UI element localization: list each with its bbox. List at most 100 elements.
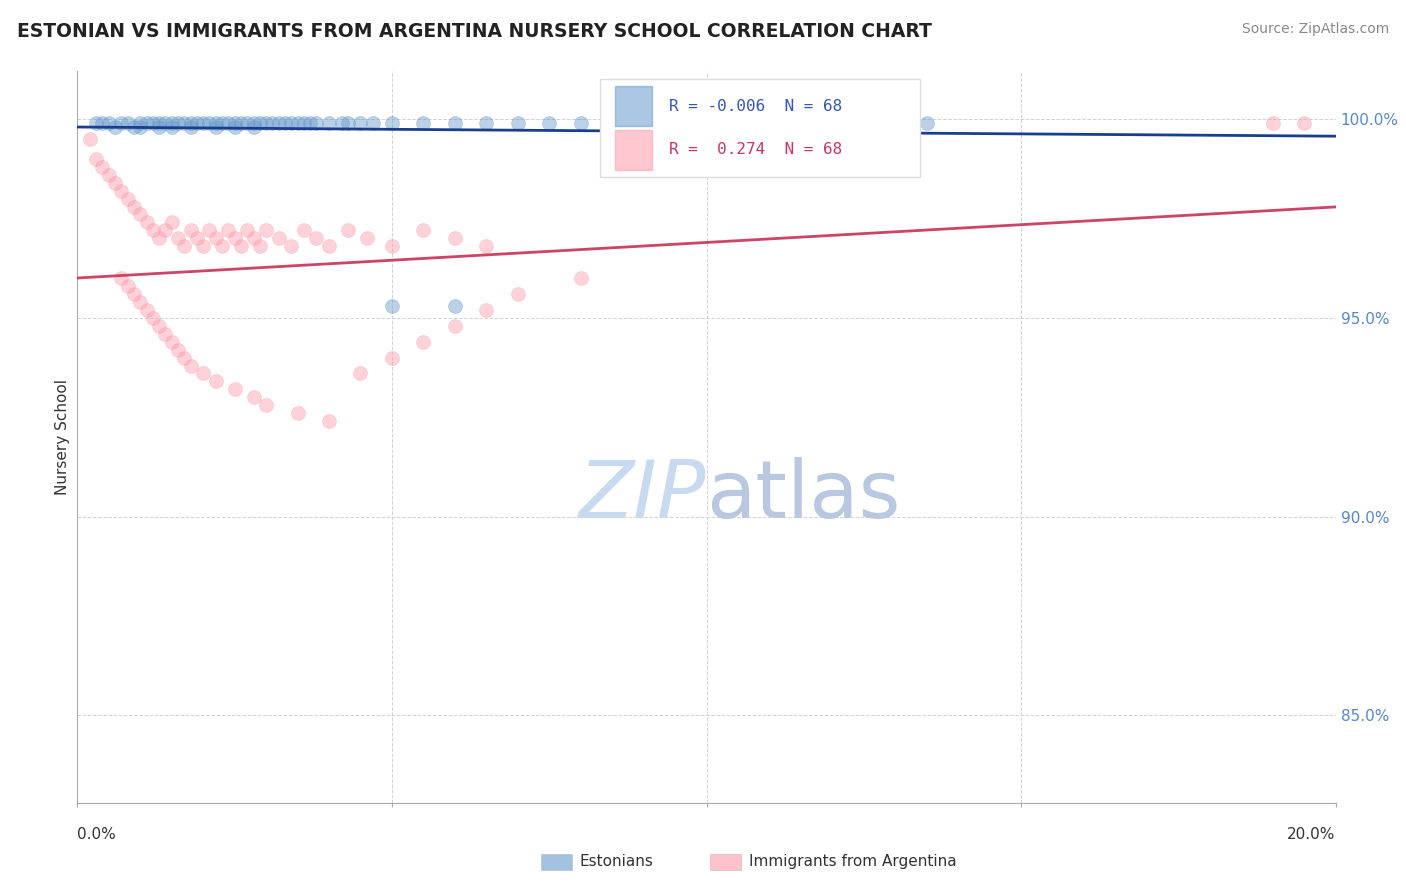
Point xyxy=(305,116,328,130)
Point xyxy=(821,116,844,130)
Point xyxy=(790,116,813,130)
Point xyxy=(758,116,780,130)
Point xyxy=(191,116,215,130)
Point xyxy=(84,116,107,130)
Point xyxy=(242,116,264,130)
Point xyxy=(155,326,177,341)
Point xyxy=(129,207,152,221)
Point xyxy=(475,302,498,317)
Point xyxy=(117,116,139,130)
Point xyxy=(412,223,434,237)
Text: 20.0%: 20.0% xyxy=(1288,827,1336,842)
Text: atlas: atlas xyxy=(707,457,901,534)
Point xyxy=(173,239,195,253)
Point xyxy=(287,406,309,420)
Point xyxy=(538,116,561,130)
Point xyxy=(444,231,467,245)
Point xyxy=(173,116,195,130)
Point xyxy=(280,239,302,253)
Point xyxy=(229,116,252,130)
Point xyxy=(160,334,183,349)
Point xyxy=(318,239,340,253)
Bar xyxy=(614,87,652,127)
Point xyxy=(292,116,315,130)
Point xyxy=(267,231,290,245)
Point xyxy=(254,116,277,130)
Point xyxy=(191,239,215,253)
Text: 0.0%: 0.0% xyxy=(77,827,117,842)
Point xyxy=(155,223,177,237)
Point xyxy=(142,223,165,237)
Point xyxy=(444,299,467,313)
Point xyxy=(186,231,208,245)
Point xyxy=(180,359,202,373)
Point xyxy=(262,116,284,130)
Point xyxy=(122,120,145,134)
Point xyxy=(117,279,139,293)
Point xyxy=(254,398,277,412)
Point xyxy=(242,390,264,404)
Point xyxy=(104,120,127,134)
Point xyxy=(696,116,718,130)
Point xyxy=(104,176,127,190)
Point xyxy=(229,239,252,253)
Point xyxy=(381,239,404,253)
Point xyxy=(444,318,467,333)
Point xyxy=(110,116,132,130)
Point xyxy=(110,184,132,198)
Point xyxy=(224,231,246,245)
Point xyxy=(299,116,322,130)
Point xyxy=(191,367,215,381)
Point xyxy=(412,334,434,349)
Point xyxy=(349,116,371,130)
Point xyxy=(135,215,157,229)
Point xyxy=(129,116,152,130)
Point xyxy=(236,223,259,237)
Point xyxy=(224,120,246,134)
Point xyxy=(236,116,259,130)
Point xyxy=(217,116,239,130)
Point xyxy=(305,231,328,245)
Point xyxy=(852,116,875,130)
Point xyxy=(330,116,353,130)
Point xyxy=(569,116,592,130)
Point xyxy=(167,231,190,245)
Point xyxy=(110,271,132,285)
Point xyxy=(727,116,749,130)
Point xyxy=(148,318,170,333)
Point xyxy=(280,116,302,130)
Point xyxy=(129,294,152,309)
Point xyxy=(664,116,686,130)
Point xyxy=(155,116,177,130)
Point xyxy=(135,116,157,130)
Point xyxy=(186,116,208,130)
Point xyxy=(242,231,264,245)
Point xyxy=(381,299,404,313)
Point xyxy=(122,287,145,301)
Point xyxy=(249,116,271,130)
Point xyxy=(97,116,120,130)
Point xyxy=(506,287,529,301)
Point xyxy=(117,192,139,206)
Point xyxy=(217,223,239,237)
Text: Estonians: Estonians xyxy=(579,855,654,869)
FancyBboxPatch shape xyxy=(599,78,921,178)
Point xyxy=(97,168,120,182)
Point xyxy=(336,223,359,237)
Point xyxy=(267,116,290,130)
Point xyxy=(569,271,592,285)
Point xyxy=(160,120,183,134)
Point xyxy=(287,116,309,130)
Point xyxy=(148,120,170,134)
Point xyxy=(204,375,226,389)
Point xyxy=(292,223,315,237)
Text: Immigrants from Argentina: Immigrants from Argentina xyxy=(749,855,957,869)
Y-axis label: Nursery School: Nursery School xyxy=(55,379,70,495)
Point xyxy=(336,116,359,130)
Bar xyxy=(614,129,652,169)
Point xyxy=(198,223,221,237)
Point xyxy=(884,116,907,130)
Point xyxy=(160,215,183,229)
Point xyxy=(204,120,226,134)
Point xyxy=(180,120,202,134)
